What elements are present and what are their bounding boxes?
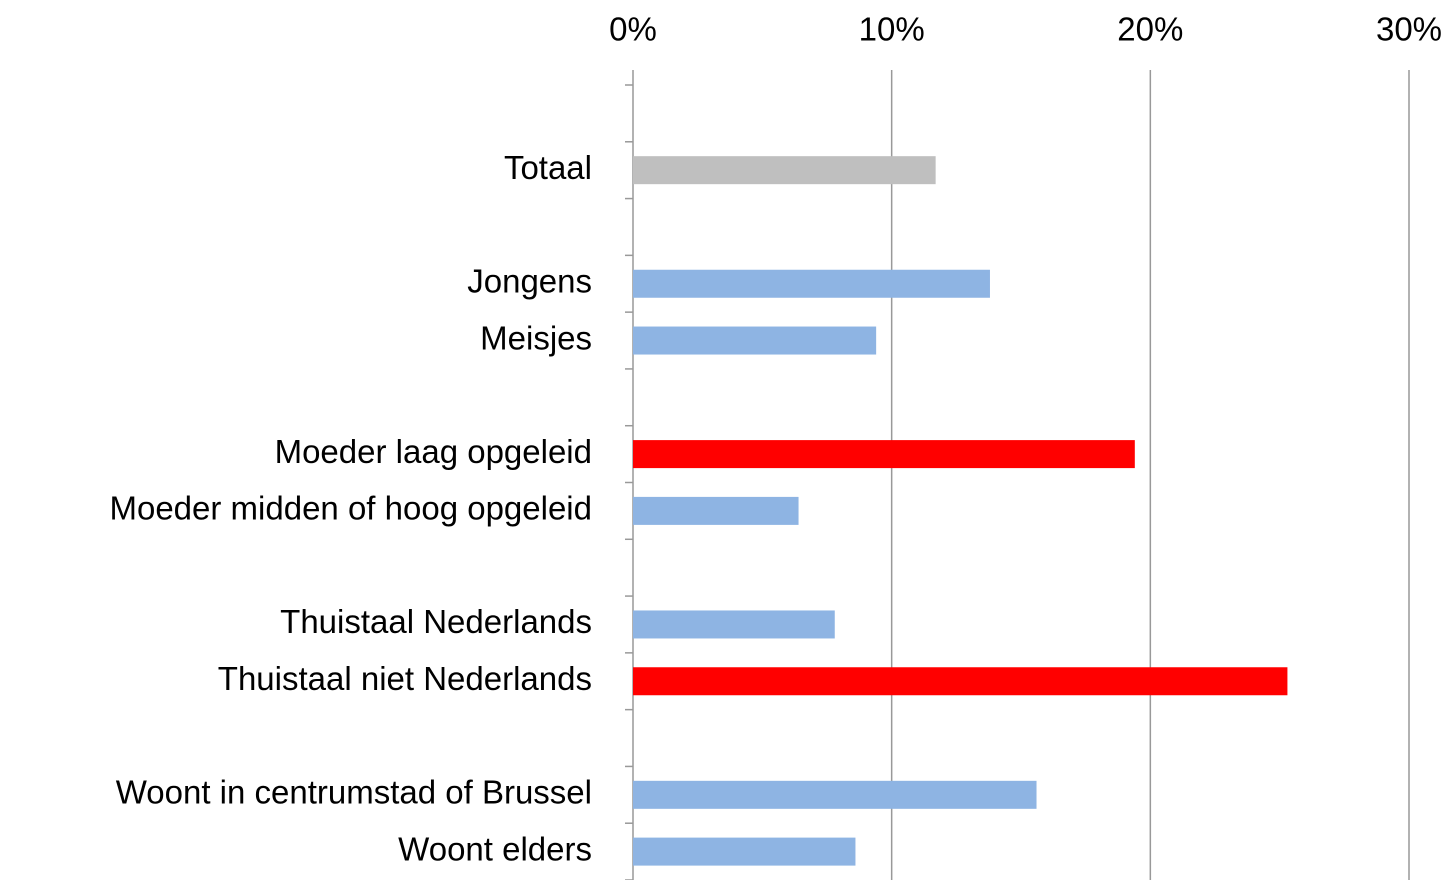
bar bbox=[633, 837, 856, 866]
x-tick-label: 30% bbox=[1376, 11, 1442, 48]
bar bbox=[633, 610, 835, 639]
y-tick-label: Woont elders bbox=[398, 830, 592, 867]
x-tick-label: 10% bbox=[859, 11, 925, 48]
bar bbox=[633, 496, 799, 525]
bar bbox=[633, 667, 1288, 696]
bar bbox=[633, 156, 936, 185]
x-tick-label: 20% bbox=[1117, 11, 1183, 48]
y-tick-label: Woont in centrumstad of Brussel bbox=[116, 774, 592, 811]
y-tick-label: Moeder laag opgeleid bbox=[275, 433, 592, 470]
x-tick-label: 0% bbox=[609, 11, 657, 48]
bar bbox=[633, 269, 990, 298]
y-tick-label: Moeder midden of hoog opgeleid bbox=[109, 490, 592, 527]
y-tick-label: Meisjes bbox=[480, 319, 592, 356]
y-tick-label: Jongens bbox=[467, 262, 592, 299]
y-tick-label: Totaal bbox=[504, 149, 592, 186]
bar bbox=[633, 780, 1037, 809]
bar bbox=[633, 440, 1135, 469]
bar bbox=[633, 326, 877, 355]
y-tick-label: Thuistaal niet Nederlands bbox=[218, 660, 592, 697]
y-tick-label: Thuistaal Nederlands bbox=[280, 603, 592, 640]
